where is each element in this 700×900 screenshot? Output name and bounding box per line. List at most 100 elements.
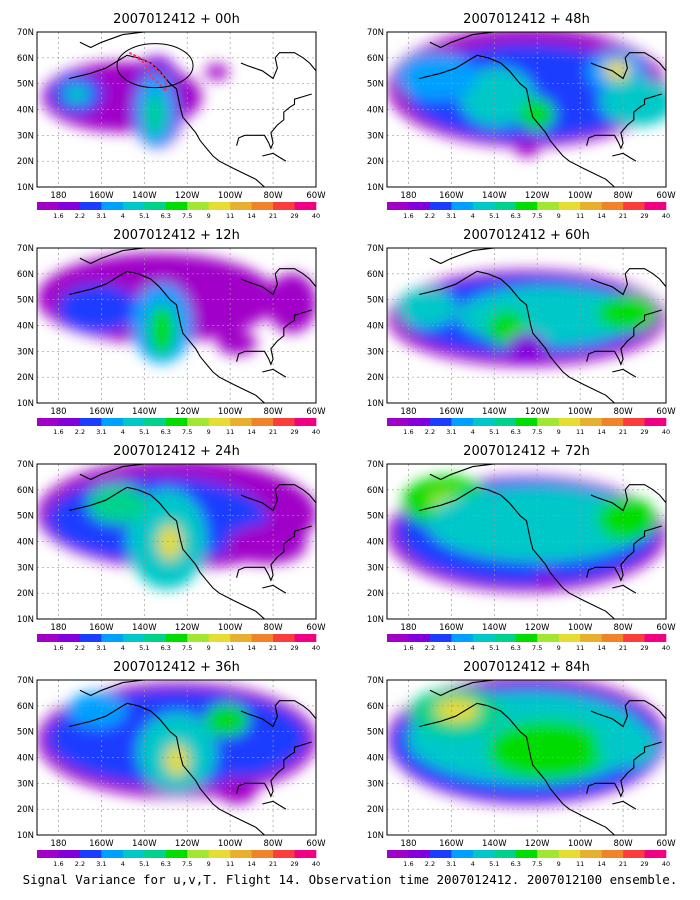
lon-tick-label: 180 — [400, 407, 416, 417]
colorbar-label: 9 — [557, 428, 561, 436]
variance-contour — [205, 64, 229, 80]
colorbar-label: 5.1 — [139, 212, 149, 220]
variance-field — [37, 464, 316, 589]
lon-tick-label: 120W — [175, 839, 200, 849]
colorbar-label: 6.3 — [161, 860, 171, 868]
colorbar-swatch — [165, 202, 188, 210]
colorbar-swatch — [273, 418, 295, 426]
colorbar-swatch — [644, 202, 667, 210]
colorbar-label: 11 — [576, 428, 584, 436]
variance-contour — [537, 571, 557, 587]
colorbar-label: 4 — [121, 644, 125, 652]
lon-tick-label: 140W — [482, 623, 507, 633]
lon-tick-label: 60W — [306, 191, 326, 201]
graticule — [37, 680, 316, 835]
colorbar-swatch — [58, 850, 81, 858]
graticule — [37, 32, 316, 187]
colorbar-swatch — [144, 418, 167, 426]
colorbar-label: 9 — [207, 860, 211, 868]
lat-tick-label: 60N — [367, 54, 384, 64]
lon-tick-label: 100W — [218, 839, 243, 849]
lon-tick-label: 60W — [306, 623, 326, 633]
variance-contour — [57, 284, 137, 332]
colorbar-swatch — [208, 202, 231, 210]
lon-tick-label: 140W — [132, 839, 157, 849]
lat-tick-label: 70N — [17, 28, 34, 38]
colorbar-label: 40 — [312, 860, 320, 868]
colorbar-swatch — [294, 634, 317, 642]
graticule — [387, 680, 666, 835]
variance-contour — [397, 288, 457, 328]
colorbar-swatch — [230, 202, 252, 210]
colorbar-swatch — [558, 634, 581, 642]
colorbar-label: 21 — [269, 644, 277, 652]
plot-frame — [386, 463, 667, 620]
colorbar-swatch — [58, 634, 81, 642]
colorbar-label: 14 — [597, 644, 605, 652]
lat-tick-label: 60N — [367, 270, 384, 280]
colorbar-label: 29 — [290, 428, 298, 436]
lon-tick-label: 80W — [613, 839, 633, 849]
variance-contour — [158, 524, 182, 560]
colorbar-label: 21 — [269, 212, 277, 220]
colorbar-swatch — [187, 634, 209, 642]
colorbar-swatch — [144, 634, 167, 642]
colorbar-label: 4 — [471, 644, 475, 652]
coastline — [419, 32, 666, 187]
flight-track — [116, 43, 194, 94]
colorbar-label: 11 — [226, 428, 234, 436]
colorbar-swatch — [601, 202, 624, 210]
colorbar-label: 6.3 — [511, 860, 521, 868]
lon-tick-label: 120W — [175, 623, 200, 633]
lat-tick-label: 50N — [17, 80, 34, 90]
map-panel: 2007012412 + 00h 10N 20N 30N 40N 50N 60N 70N 180… — [17, 12, 326, 220]
lon-tick-label: 100W — [218, 623, 243, 633]
colorbar-swatch — [387, 634, 409, 642]
lat-tick-label: 10N — [17, 615, 34, 625]
colorbar-label: 40 — [312, 212, 320, 220]
colorbar-swatch — [58, 202, 81, 210]
lon-tick-label: 80W — [263, 623, 283, 633]
colorbar-label: 40 — [312, 428, 320, 436]
colorbar-swatch — [37, 202, 59, 210]
colorbar-swatch — [451, 634, 474, 642]
variance-contour — [148, 304, 176, 356]
colorbar-swatch — [251, 202, 274, 210]
variance-contour — [205, 704, 249, 736]
lon-tick-label: 100W — [568, 839, 593, 849]
lon-tick-label: 180 — [50, 839, 66, 849]
colorbar-label: 2.2 — [75, 212, 85, 220]
colorbar-swatch — [208, 634, 231, 642]
lat-tick-label: 30N — [367, 131, 384, 141]
map-panel: 2007012412 + 36h 10N 20N 30N 40N 50N 60N 70N 180… — [17, 660, 326, 868]
lat-tick-label: 20N — [17, 157, 34, 167]
colorbar-label: 21 — [269, 428, 277, 436]
colorbar-swatch — [79, 634, 102, 642]
colorbar-swatch — [37, 850, 59, 858]
map-panel: 2007012412 + 60h 10N 20N 30N 40N 50N 60N 70N 180… — [367, 228, 676, 436]
colorbar-label: 11 — [226, 644, 234, 652]
colorbar-swatch — [273, 202, 295, 210]
lat-tick-label: 60N — [17, 702, 34, 712]
colorbar-swatch — [122, 202, 145, 210]
colorbar-swatch — [101, 418, 124, 426]
plot-area — [387, 32, 666, 187]
colorbar-swatch — [494, 202, 517, 210]
lat-tick-label: 10N — [367, 183, 384, 193]
colorbar-swatch — [429, 202, 452, 210]
colorbar-label: 29 — [290, 644, 298, 652]
panel-title: 2007012412 + 12h — [113, 228, 240, 243]
colorbar-label: 4 — [121, 212, 125, 220]
colorbar-label: 29 — [290, 860, 298, 868]
colorbar-swatch — [273, 634, 295, 642]
coastline — [419, 680, 666, 835]
graticule — [387, 248, 666, 403]
colorbar-swatch — [37, 634, 59, 642]
colorbar-label: 6.3 — [161, 212, 171, 220]
colorbar-swatch — [515, 202, 538, 210]
lon-tick-label: 160W — [439, 623, 464, 633]
colorbar-label: 3.1 — [446, 860, 456, 868]
coastline — [419, 464, 666, 619]
colorbar-swatch — [408, 418, 431, 426]
colorbar-swatch — [515, 850, 538, 858]
